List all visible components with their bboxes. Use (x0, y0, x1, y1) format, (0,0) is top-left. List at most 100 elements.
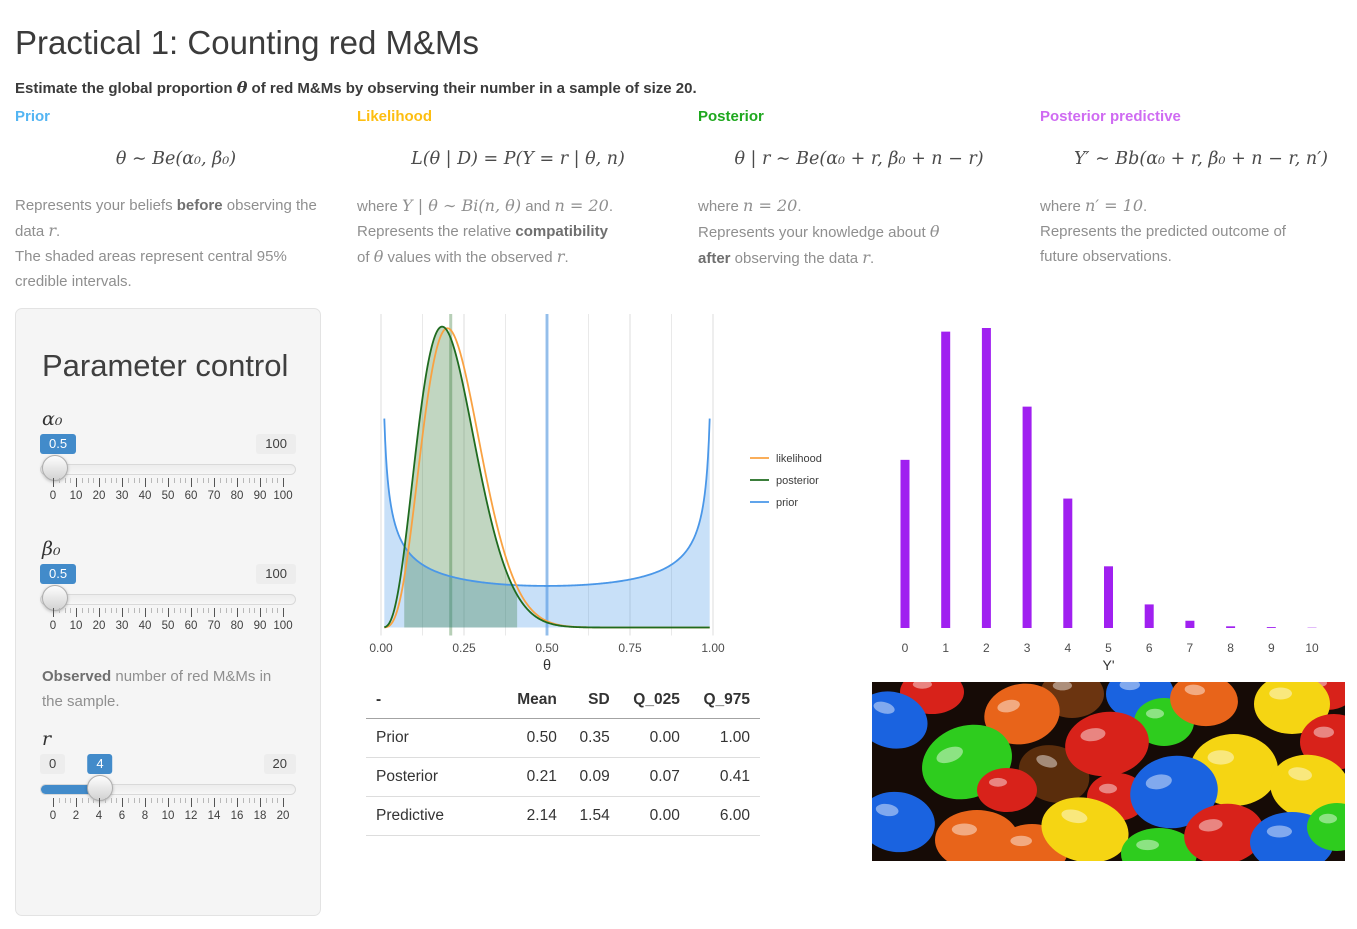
svg-text:θ: θ (543, 658, 551, 674)
slider-handle[interactable] (42, 585, 69, 611)
slider-value-label: 0.5 (40, 434, 77, 454)
slider-tick (145, 798, 146, 807)
slider-tick (254, 478, 256, 483)
slider-tick (53, 608, 54, 617)
posterior-column: Posterior θ | r ∼ Be(α₀ + r, β₀ + n − r)… (698, 108, 1020, 271)
slider-tick (81, 798, 83, 803)
slider-tick-label: 80 (230, 490, 244, 502)
text-segment: . (869, 250, 875, 267)
text-segment: . (1143, 198, 1148, 215)
svg-text:prior: prior (776, 497, 798, 509)
alpha0-slider[interactable]: 0.5 100 0 10 20 30 40 50 60 70 80 90 100 (40, 434, 296, 506)
slider-tick (110, 798, 112, 803)
text-segment: before (176, 197, 223, 214)
slider-tick (248, 478, 250, 483)
beta0-slider[interactable]: 0.5 100 0 10 20 30 40 50 60 70 80 90 100 (40, 564, 296, 636)
slider-value-label: 0.5 (40, 564, 77, 584)
text-segment: θ (929, 222, 940, 241)
slider-tick (58, 798, 60, 803)
slider-tick-label: 2 (72, 810, 80, 822)
slider-badge-row: 0.5 100 (40, 564, 296, 586)
slider-tick (81, 478, 83, 483)
slider-tick (110, 478, 112, 483)
cell: 2.14 (504, 796, 567, 836)
text-segment: future observations. (1040, 248, 1172, 265)
slider-tick (53, 798, 54, 807)
slider-min-label: 0 (40, 754, 66, 774)
slider-tick (271, 608, 273, 613)
slider-tick-label: 4 (95, 810, 103, 822)
slider-tick (116, 478, 118, 483)
slider-tick (139, 798, 141, 803)
slider-tick (214, 608, 215, 617)
slider-tick (191, 478, 192, 487)
slider-tick (127, 478, 129, 483)
slider-tick (99, 608, 100, 617)
slider-tick (116, 608, 118, 613)
text-segment: Represents the relative (357, 223, 516, 240)
alpha0-label: α₀ (42, 408, 63, 430)
table-row: Posterior 0.21 0.09 0.07 0.41 (366, 757, 760, 797)
text-segment: . (564, 249, 569, 266)
slider-tick (254, 798, 256, 803)
slider-tick (185, 608, 187, 613)
slider-tick (87, 478, 89, 483)
slider-track[interactable] (40, 585, 296, 611)
slider-tick (196, 608, 198, 613)
slider-tick (271, 798, 273, 803)
slider-tick-label: 30 (115, 620, 129, 632)
slider-tick-label: 0 (49, 620, 57, 632)
text-segment: Observed (42, 668, 112, 685)
slider-tick (231, 608, 233, 613)
slider-tick (99, 478, 100, 487)
col-label: - (366, 682, 504, 719)
slider-tick (133, 478, 135, 483)
posterior-predictive-formula: Y′ ∼ Bb(α₀ + r, β₀ + n − r, n′) (1073, 149, 1328, 169)
slider-track[interactable] (40, 455, 296, 481)
slider-tick (214, 798, 215, 807)
slider-tick (70, 478, 72, 483)
slider-tick (265, 608, 267, 613)
slider-tick (202, 608, 204, 613)
cell: Predictive (366, 796, 504, 836)
slider-tick (277, 478, 279, 483)
slider-tick-label: 40 (138, 620, 152, 632)
slider-handle[interactable] (86, 775, 113, 801)
alpha0-slider-group: α₀ 0.5 100 0 10 20 30 40 50 60 70 80 90 100 (40, 408, 296, 506)
slider-tick (231, 798, 233, 803)
slider-tick (99, 798, 100, 807)
slider-handle[interactable] (42, 455, 69, 481)
slider-tick (104, 608, 106, 613)
cell: 0.21 (504, 757, 567, 797)
beta0-label: β₀ (42, 538, 61, 560)
r-slider[interactable]: 0 4 20 0 2 4 6 8 10 12 14 16 18 20 (40, 754, 296, 826)
slider-tick-label: 70 (207, 620, 221, 632)
svg-text:0: 0 (902, 641, 909, 655)
text-segment: Represents your knowledge about (698, 224, 930, 241)
slider-tick (156, 478, 158, 483)
text-segment: θ (236, 78, 248, 97)
slider-tick (139, 608, 141, 613)
slider-track[interactable] (40, 775, 296, 801)
slider-tick (150, 608, 152, 613)
posterior-description: where n = 20. Represents your knowledge a… (698, 193, 1020, 271)
slider-tick-label: 90 (253, 490, 267, 502)
text-segment: where (1040, 198, 1086, 215)
text-segment: values with the observed (383, 249, 557, 266)
cell: 1.00 (689, 718, 760, 758)
svg-text:3: 3 (1024, 641, 1031, 655)
svg-text:1: 1 (942, 641, 949, 655)
slider-tick (127, 798, 129, 803)
slider-tick (139, 478, 141, 483)
page-title: Practical 1: Counting red M&Ms (15, 24, 480, 61)
text-segment: compatibility (515, 223, 608, 240)
slider-tick (145, 608, 146, 617)
posterior-predictive-description: where n′ = 10. Represents the predicted o… (1040, 193, 1357, 269)
slider-tick (53, 478, 54, 487)
svg-text:posterior: posterior (776, 475, 819, 487)
slider-tick (64, 798, 66, 803)
slider-max-label: 100 (256, 564, 296, 584)
slider-tick (162, 608, 164, 613)
slider-tick-label: 50 (161, 490, 175, 502)
slider-tick (133, 798, 135, 803)
